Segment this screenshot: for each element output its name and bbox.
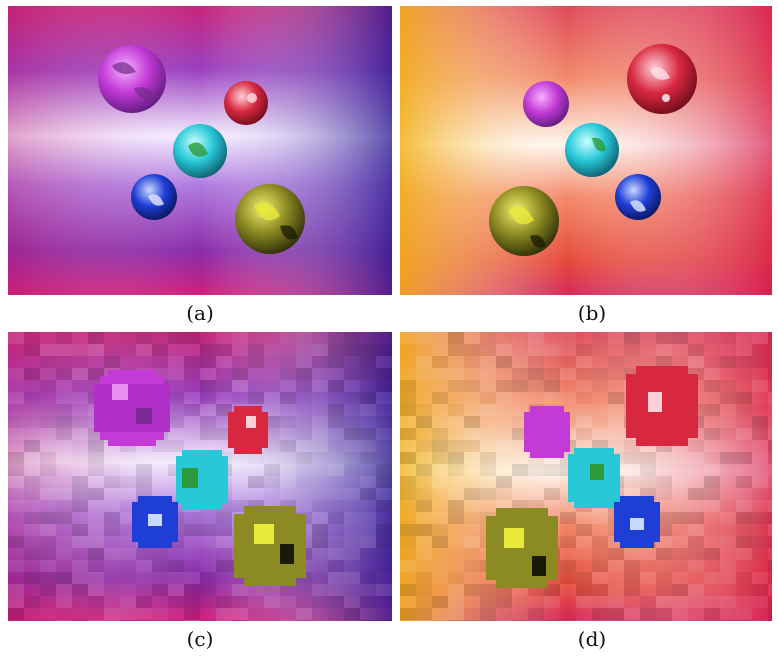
sphere-blue bbox=[615, 174, 661, 220]
sphere-magenta bbox=[98, 45, 166, 113]
caption-a: (a) bbox=[186, 301, 214, 325]
sphere-blue bbox=[614, 496, 660, 548]
sphere-magenta bbox=[524, 406, 570, 458]
sphere-red bbox=[626, 366, 698, 446]
sphere-olive bbox=[489, 186, 559, 256]
sphere-blue bbox=[132, 496, 178, 548]
sphere-blue bbox=[131, 174, 177, 220]
sphere-cyan bbox=[173, 124, 227, 178]
sphere-magenta bbox=[94, 370, 170, 446]
caption-c: (c) bbox=[186, 627, 214, 651]
sphere-red bbox=[627, 44, 697, 114]
sphere-red bbox=[228, 406, 268, 454]
sphere-red bbox=[224, 81, 268, 125]
panel-c-image bbox=[8, 332, 392, 621]
panel-d-image bbox=[400, 332, 772, 621]
panel-b-image bbox=[400, 6, 772, 295]
panel-a-image bbox=[8, 6, 392, 295]
caption-d: (d) bbox=[577, 627, 607, 651]
caption-b: (b) bbox=[577, 301, 607, 325]
sphere-olive bbox=[486, 508, 558, 588]
sphere-cyan bbox=[176, 450, 228, 510]
sphere-cyan bbox=[565, 123, 619, 177]
sphere-magenta bbox=[523, 81, 569, 127]
sphere-olive bbox=[234, 506, 306, 586]
sphere-olive bbox=[235, 184, 305, 254]
sphere-cyan bbox=[568, 448, 620, 508]
